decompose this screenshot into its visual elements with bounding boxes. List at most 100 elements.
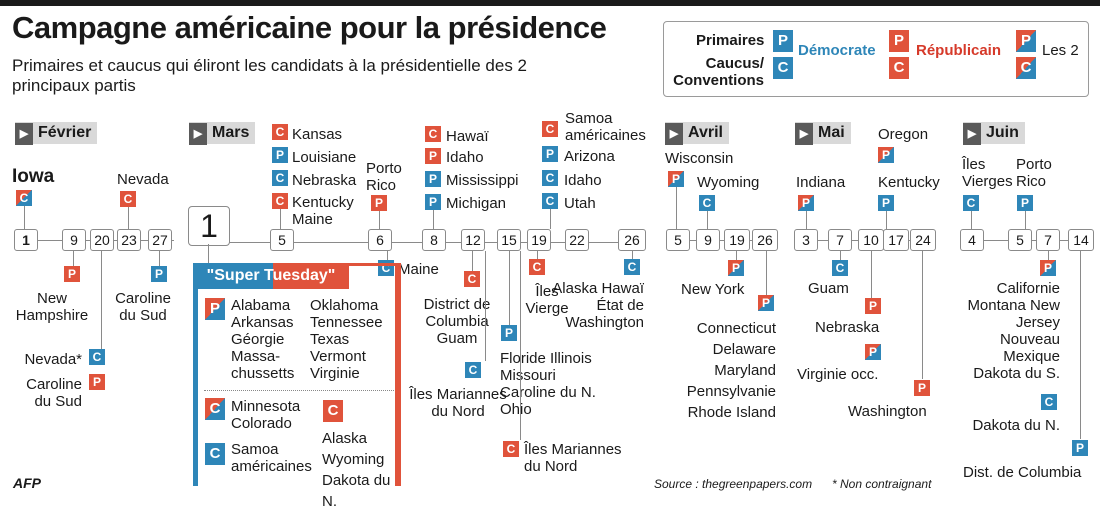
connector — [24, 206, 25, 229]
badge-dc: C — [464, 271, 480, 287]
label-st-caucus-blue: Samoa américaines — [231, 441, 312, 475]
subtitle: Primaires et caucus qui éliront les cand… — [12, 56, 527, 95]
day-avr-19: 19 — [724, 229, 750, 251]
legend-rep-primary-badge: P — [889, 30, 909, 52]
afp-logo: AFP — [13, 475, 41, 491]
badge-st-caucus-blue: C — [205, 443, 225, 465]
badge-kansas: C — [272, 124, 288, 140]
day-mai-7: 7 — [828, 229, 852, 251]
day-mar-6: 6 — [368, 229, 392, 251]
badge-utah: C — [542, 193, 558, 209]
label-louisiane: Louisiane — [292, 149, 357, 166]
super-tuesday-right-line — [395, 263, 401, 486]
connector — [280, 209, 281, 229]
top-bar — [0, 0, 1100, 6]
arrow-icon: ▶ — [189, 123, 207, 145]
badge-mississippi: P — [425, 171, 441, 187]
legend-caucus: Caucus/ Conventions — [673, 55, 764, 89]
badge-arizona: P — [542, 146, 558, 162]
badge-new-hampshire: P — [64, 266, 80, 282]
label-caroline-top: Caroline du Sud — [115, 290, 171, 324]
label-mariannes-rouge: Îles Mariannes du Nord — [524, 441, 622, 475]
badge-st-caucus-red: C — [323, 400, 343, 422]
month-mars: ▶ Mars — [189, 122, 256, 145]
super-tuesday-top-line — [349, 263, 401, 266]
label-st-caucus-both: Minnesota Colorado — [231, 398, 301, 432]
day-avr-5: 5 — [666, 229, 690, 251]
connector — [101, 250, 102, 349]
label-idaho: Idaho — [446, 149, 484, 166]
legend-les2: Les 2 — [1042, 42, 1079, 59]
connector — [1080, 251, 1081, 439]
day-mar-1: 1 — [188, 206, 230, 246]
day-fev-20: 20 — [90, 229, 114, 251]
label-avr-group: Connecticut Delaware Maryland Pennsylvan… — [686, 320, 776, 421]
connector — [840, 251, 841, 260]
label-maine: Maine — [398, 261, 439, 278]
label-florida-group: Floride Illinois Missouri Caroline du N.… — [500, 350, 596, 418]
badge-porto-rico-jun: P — [1017, 195, 1033, 211]
label-wisconsin: Wisconsin — [665, 150, 734, 167]
label-arizona: Arizona — [564, 148, 615, 165]
badge-indiana: P — [798, 195, 814, 211]
badge-nebraska-mai: P — [865, 298, 881, 314]
connector — [736, 251, 737, 260]
connector — [871, 251, 872, 298]
connector — [159, 250, 160, 266]
label-indiana: Indiana — [796, 174, 846, 191]
badge-idaho: P — [425, 148, 441, 164]
label-michigan: Michigan — [446, 195, 507, 212]
month-avril: ▶ Avril — [665, 122, 729, 145]
connector — [707, 211, 708, 229]
day-mai-24: 24 — [910, 229, 936, 251]
day-mar-12: 12 — [461, 229, 485, 251]
day-fev-1: 1 — [14, 229, 38, 251]
footnote-text: * Non contraignant — [832, 477, 932, 491]
badge-iles-vierges: C — [963, 195, 979, 211]
badge-caroline-top: P — [151, 266, 167, 282]
badge-porto-rico: P — [371, 195, 387, 211]
label-oregon: Oregon — [878, 126, 929, 143]
badge-dc-jun: P — [1072, 440, 1088, 456]
connector — [922, 251, 923, 379]
source-text: Source : thegreenpapers.com — [654, 477, 813, 491]
badge-virginie: P — [865, 344, 881, 360]
label-nebraska-mai: Nebraska — [815, 319, 880, 336]
day-jun-14: 14 — [1068, 229, 1094, 251]
day-jun-4: 4 — [960, 229, 984, 251]
connector — [886, 211, 887, 229]
label-iles-vierges: Îles Vierges — [962, 156, 1013, 190]
day-avr-9: 9 — [696, 229, 720, 251]
label-dc-guam: District de Columbia Guam — [423, 296, 491, 347]
connector — [379, 211, 380, 229]
legend-dem-caucus-badge: C — [773, 57, 793, 79]
month-mai: ▶ Mai — [795, 122, 851, 145]
day-jun-5: 5 — [1008, 229, 1032, 251]
legend-republicain: Républicain — [916, 42, 1002, 59]
badge-dakota-n-jun: C — [1041, 394, 1057, 410]
legend-rep-caucus-badge: C — [889, 57, 909, 79]
connector — [806, 211, 807, 229]
label-caroline-bottom: Caroline du Sud — [26, 376, 82, 410]
badge-st-primaries: P — [205, 298, 225, 320]
label-jun-group: Californie Montana New Jersey Nouveau Me… — [967, 280, 1060, 382]
day-mar-15: 15 — [497, 229, 521, 251]
label-guam-mai: Guam — [808, 280, 849, 297]
label-hawai: Hawaï — [446, 128, 489, 145]
badge-florida-group: P — [501, 325, 517, 341]
day-avr-26: 26 — [752, 229, 778, 251]
badge-nebraska: C — [272, 170, 288, 186]
label-st-col2: Oklahoma Tennessee Texas Vermont Virgini… — [310, 297, 383, 382]
badge-idaho2: C — [542, 170, 558, 186]
label-washington-mai: Washington — [848, 403, 927, 420]
badge-iowa: C — [16, 190, 32, 206]
label-mississippi: Mississippi — [446, 172, 519, 189]
label-new-york: New York — [681, 281, 745, 298]
badge-nevada-top: C — [120, 191, 136, 207]
badge-mariannes-bleu: C — [465, 362, 481, 378]
label-nebraska: Nebraska — [292, 172, 357, 189]
connector — [971, 211, 972, 229]
timeline-mars — [190, 242, 645, 243]
legend-democrate: Démocrate — [798, 42, 876, 59]
label-nevada-top: Nevada — [117, 171, 169, 188]
